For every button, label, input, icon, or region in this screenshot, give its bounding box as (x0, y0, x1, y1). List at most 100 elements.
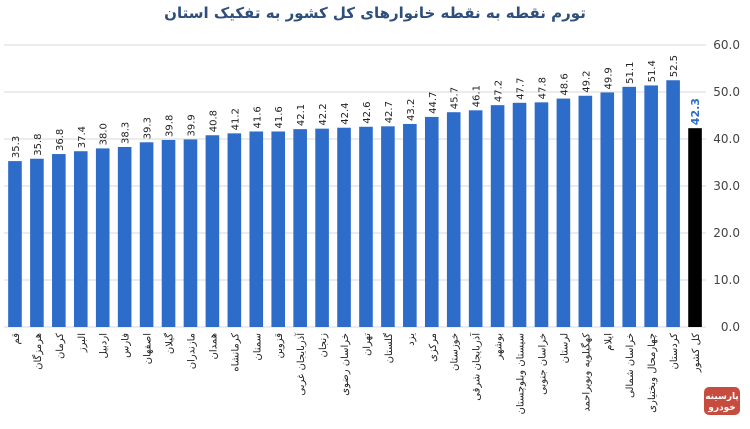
category-label: گلستان (383, 333, 395, 364)
value-label: 42.1 (296, 104, 307, 126)
value-label: 36.8 (55, 129, 66, 151)
value-label: 47.8 (537, 77, 548, 99)
value-label: 51.4 (647, 60, 658, 82)
bar (578, 95, 593, 327)
y-tick-label: 40.0 (713, 132, 740, 146)
value-label: 52.5 (669, 55, 680, 77)
category-label: کل کشور (691, 333, 702, 373)
bar (556, 98, 571, 327)
value-label: 41.2 (230, 108, 241, 130)
watermark-badge (704, 387, 740, 415)
category-label: بوشهر (494, 333, 505, 360)
bar (205, 135, 220, 327)
bar (183, 139, 198, 327)
category-label: آذربایجان شرقی (470, 332, 483, 401)
bar (8, 161, 22, 327)
bar (139, 142, 154, 327)
watermark-text-1: پارسینه (705, 392, 739, 402)
bar (622, 86, 637, 327)
value-label: 41.6 (252, 106, 263, 128)
bar (95, 148, 110, 327)
category-label: اصفهان (143, 333, 154, 364)
category-labels: قم هرمزگان کرمان البرز اردبیل فارس اصفهان گیلان… (11, 332, 702, 415)
y-axis-ticks: 0.0 10.0 20.0 30.0 40.0 50.0 60.0 (713, 38, 740, 334)
category-label: فارس (121, 333, 132, 358)
value-label: 35.3 (11, 136, 22, 158)
category-label: زنجان (318, 333, 329, 358)
bar (271, 131, 286, 327)
category-label: اردبیل (99, 333, 110, 358)
value-label: 41.6 (274, 106, 285, 128)
category-label: کرمان (55, 333, 66, 359)
category-label: مازندران (186, 333, 197, 369)
y-tick-label: 50.0 (713, 85, 740, 99)
bar (468, 110, 483, 327)
value-label: 42.2 (318, 103, 329, 125)
bar-highlight (688, 128, 702, 327)
bar (381, 126, 395, 327)
y-tick-label: 10.0 (713, 273, 740, 287)
value-label: 47.7 (516, 78, 527, 100)
y-tick-label: 0.0 (721, 320, 740, 334)
bars (8, 80, 702, 328)
bar (534, 102, 549, 327)
watermark-logo: پارسینه خودرو (704, 387, 740, 415)
value-label: 47.2 (494, 80, 505, 102)
value-label: 39.3 (143, 117, 154, 139)
bar (161, 139, 176, 327)
category-label: سمنان (252, 333, 263, 361)
bar (600, 92, 615, 327)
category-label: کهگیلویه وبویراحمد (580, 333, 592, 412)
bar (293, 129, 307, 327)
category-label: کردستان (669, 333, 680, 370)
category-label: خراسان جنوبی (537, 333, 548, 395)
category-label: همدان (208, 333, 219, 359)
value-label: 42.6 (362, 102, 373, 124)
value-label: 39.8 (165, 115, 176, 137)
bar (424, 116, 439, 327)
category-label: سیستان وبلوچستان (516, 333, 527, 415)
bar (52, 154, 66, 327)
value-label: 46.1 (472, 85, 483, 107)
value-label: 39.9 (186, 114, 197, 136)
bar (446, 112, 461, 328)
watermark-text-2: خودرو (707, 403, 736, 413)
bar (315, 128, 329, 327)
value-label: 48.6 (559, 73, 570, 95)
category-label: البرز (77, 333, 88, 353)
category-label: یزد (406, 333, 417, 346)
bar (512, 102, 527, 327)
value-label: 37.4 (77, 126, 88, 148)
value-label: 43.2 (406, 99, 417, 121)
category-label: خوزستان (450, 333, 461, 371)
bar (403, 123, 417, 328)
bar (249, 131, 264, 327)
value-label: 42.7 (384, 101, 395, 123)
category-label: مرکزی (428, 333, 439, 362)
category-label: ایلام (603, 333, 614, 351)
value-label: 42.3 (689, 98, 702, 125)
y-tick-label: 30.0 (713, 179, 740, 193)
bar (227, 133, 242, 327)
value-label: 49.9 (603, 67, 614, 89)
category-label: قم (11, 333, 22, 345)
value-label: 40.8 (208, 110, 219, 132)
category-label: کرمانشاه (230, 333, 241, 372)
bar (490, 105, 505, 327)
bar (359, 126, 373, 327)
category-label: قزوین (274, 333, 285, 359)
value-label: 38.0 (99, 123, 110, 145)
bar (30, 158, 44, 327)
category-label: لرستان (559, 333, 570, 363)
value-labels: 35.3 35.8 36.8 37.4 38.0 38.3 39.3 39.8 39.9 40.8… (11, 55, 702, 158)
category-label: تهران (362, 333, 373, 356)
value-label: 42.4 (340, 102, 351, 124)
value-label: 35.8 (33, 133, 44, 155)
category-label: چهارمحال وبختیاری (647, 333, 658, 413)
value-label: 44.7 (428, 92, 439, 114)
category-label: گیلان (164, 333, 176, 354)
category-label: آذربایجان غربی (294, 332, 307, 396)
bar (337, 127, 351, 327)
value-label: 38.3 (121, 122, 132, 144)
